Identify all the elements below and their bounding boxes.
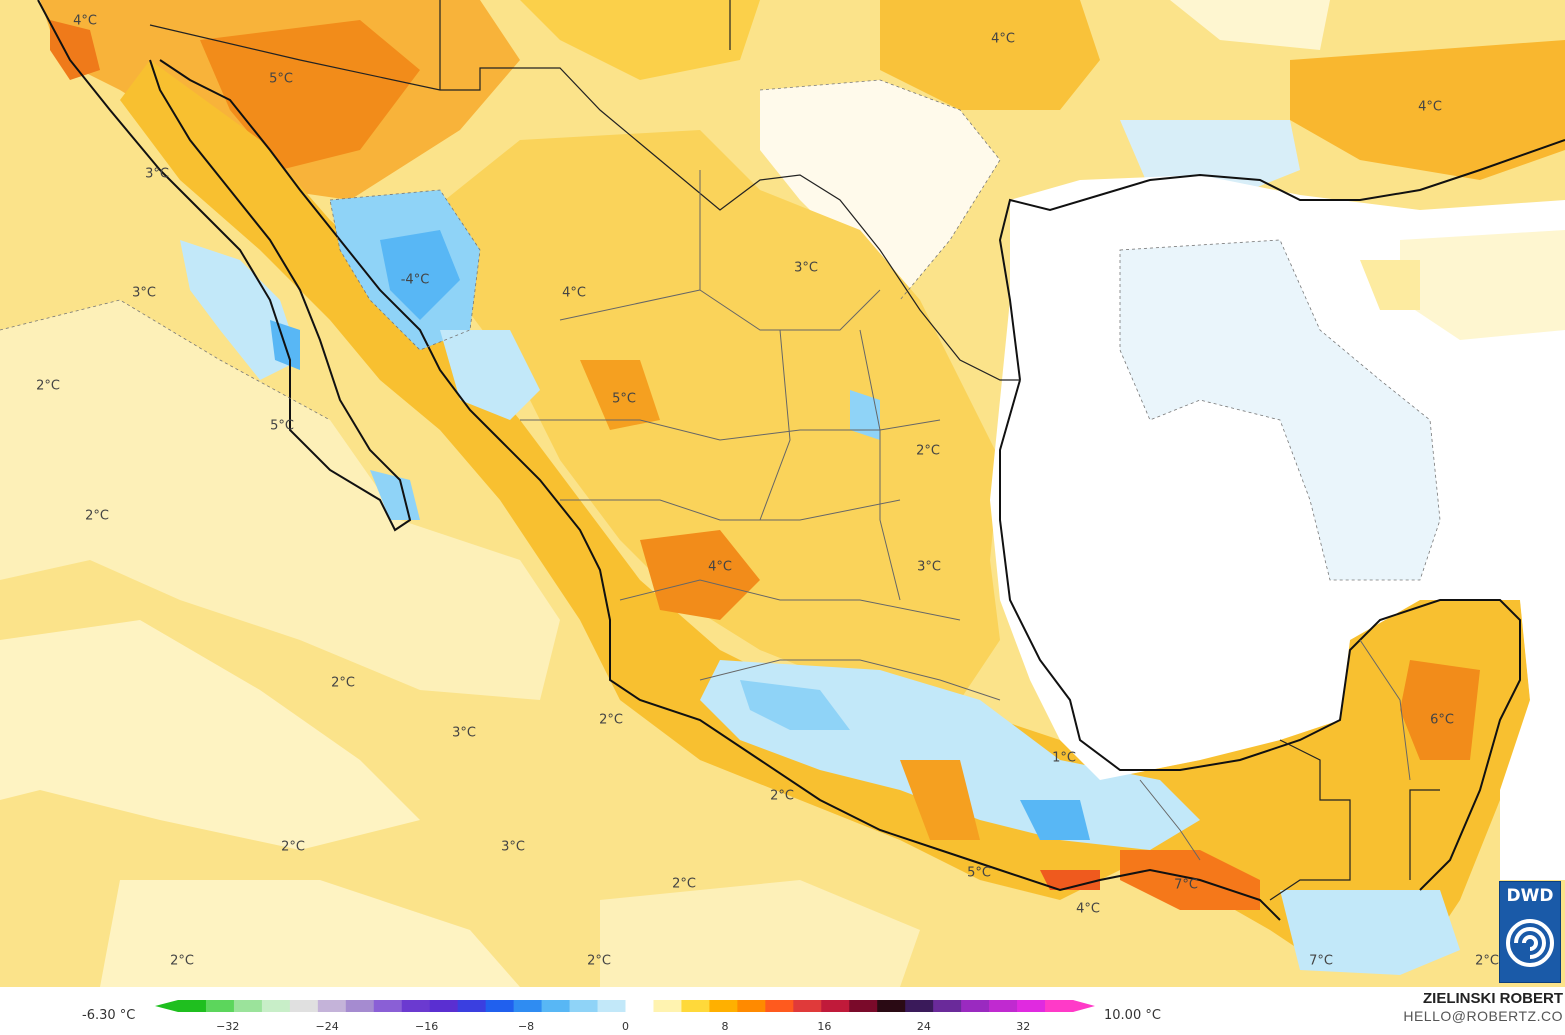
temperature-label: 3°C [501,839,525,855]
temperature-label: 2°C [599,712,623,728]
scale-tick-label: −32 [216,1020,240,1033]
scale-tick-label: 24 [916,1020,931,1033]
scale-segment [905,1000,934,1012]
scale-segment [653,1000,682,1012]
scale-segment [178,1000,207,1012]
scale-segment [1045,1000,1074,1012]
temperature-label: 5°C [612,391,636,407]
temperature-label: 1°C [1052,750,1076,766]
color-scale-bar [155,1000,1095,1012]
dwd-logo-text: DWD [1506,886,1554,906]
scale-tick-label: −16 [415,1020,439,1033]
temperature-label: 4°C [73,13,97,29]
scale-tick-label: −24 [315,1020,339,1033]
scale-segment [457,1000,487,1012]
temperature-label: 5°C [269,71,293,87]
author-email: HELLO@ROBERTZ.CO [1403,1008,1563,1024]
scale-segment [821,1000,850,1012]
temperature-label: 3°C [452,725,476,741]
scale-segment [737,1000,766,1012]
temperature-label: 2°C [331,675,355,691]
map-graphic [0,0,1565,987]
temperature-anomaly-map: 4°C 5°C 4°C 4°C 3°C -4°C 3°C 4°C 3°C 2°C 5°C 5°C 2°C… [0,0,1565,987]
scale-segment [345,1000,375,1012]
scale-segment [989,1000,1018,1012]
scale-segment [205,1000,235,1012]
temperature-label: 3°C [132,285,156,301]
scale-segment [877,1000,906,1012]
temperature-label: 2°C [1475,953,1499,969]
scale-segment [709,1000,738,1012]
scale-segment [373,1000,403,1012]
legend-footer: -6.30 °C −32 −24 −16 −8 0 8 16 24 32 10.00 °C ZI… [0,987,1565,1035]
temperature-label: 5°C [967,865,991,881]
temperature-label: 7°C [1174,877,1198,893]
scale-left-arrow [155,1000,178,1012]
temperature-label: 3°C [145,166,169,182]
temperature-label: 2°C [36,378,60,394]
temperature-label: 2°C [281,839,305,855]
scale-tick-label: 16 [817,1020,832,1033]
dwd-logo: DWD [1499,881,1561,983]
scale-segment [849,1000,878,1012]
scale-segment [1017,1000,1046,1012]
scale-segment [541,1000,571,1012]
scale-segment [597,1000,626,1012]
scale-segment [681,1000,710,1012]
temperature-label: 2°C [672,876,696,892]
scale-max-label: 10.00 °C [1104,1008,1161,1023]
scale-segment [625,1000,654,1012]
scale-tick-label: −8 [517,1020,535,1033]
scale-segment [289,1000,319,1012]
temperature-label: -4°C [400,272,430,288]
scale-segment [765,1000,794,1012]
scale-segment [961,1000,990,1012]
temperature-label: 4°C [991,31,1015,47]
temperature-label: 2°C [85,508,109,524]
temperature-label: 2°C [587,953,611,969]
scale-tick-label: 8 [721,1020,729,1033]
scale-segment [513,1000,543,1012]
scale-segment [261,1000,291,1012]
temperature-label: 4°C [708,559,732,575]
temperature-label: 4°C [562,285,586,301]
temperature-label: 3°C [917,559,941,575]
scale-right-arrow [1073,1000,1095,1012]
scale-tick-label: 0 [622,1020,629,1033]
scale-segment [933,1000,962,1012]
scale-segment [401,1000,431,1012]
temperature-label: 3°C [794,260,818,276]
temperature-label: 5°C [270,418,294,434]
temperature-label: 4°C [1076,901,1100,917]
temperature-label: 2°C [916,443,940,459]
scale-segment [429,1000,459,1012]
temperature-label: 4°C [1418,99,1442,115]
author-name: ZIELINSKI ROBERT [1422,990,1563,1007]
temperature-label: 6°C [1430,712,1454,728]
temperature-label: 2°C [170,953,194,969]
scale-tick-label: 32 [1016,1020,1031,1033]
scale-min-label: -6.30 °C [82,1008,136,1023]
scale-segment [233,1000,263,1012]
scale-segment [569,1000,599,1012]
scale-segment [793,1000,822,1012]
temperature-label: 7°C [1309,953,1333,969]
temperature-label: 2°C [770,788,794,804]
scale-segment [317,1000,347,1012]
scale-segment [485,1000,515,1012]
swirl-icon [1506,919,1554,967]
